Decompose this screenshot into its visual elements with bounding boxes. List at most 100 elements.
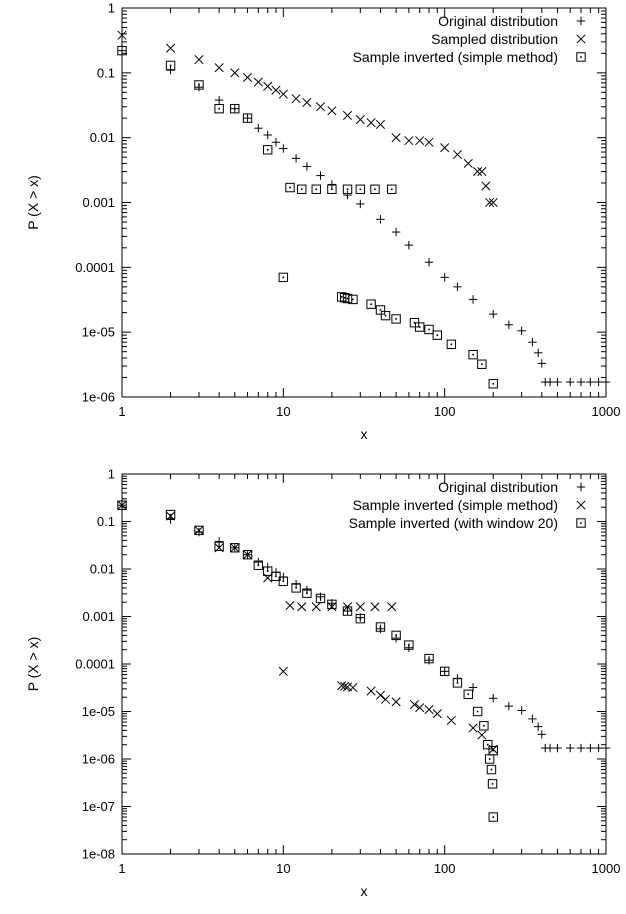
data-point — [489, 694, 498, 703]
data-point — [528, 714, 537, 724]
data-point — [534, 722, 543, 731]
data-point — [336, 292, 347, 302]
data-point — [477, 167, 487, 177]
data-point — [214, 63, 224, 73]
data-point — [537, 359, 546, 368]
data-point — [166, 65, 175, 75]
data-point — [375, 622, 386, 632]
y-tick-label: 0.001 — [82, 195, 115, 210]
data-point — [263, 130, 272, 140]
data-point — [409, 700, 420, 710]
data-point — [479, 721, 489, 731]
data-point — [253, 77, 263, 87]
x-axis-label: x — [361, 883, 368, 899]
data-point — [370, 184, 380, 194]
data-point — [242, 72, 253, 82]
data-point — [432, 709, 442, 719]
y-tick-label: 0.1 — [97, 514, 115, 529]
data-point — [291, 154, 301, 163]
series-1 — [117, 46, 611, 387]
chart-1: 1 10 100 1000 1e-06 1e-05 0.0001 0.001 0.01 0.1 1 x… — [25, 1, 620, 443]
data-point — [504, 320, 514, 329]
legend-marker — [576, 16, 586, 26]
legend-marker — [576, 52, 586, 62]
data-point — [356, 199, 365, 209]
data-point — [117, 45, 127, 56]
data-point — [424, 324, 434, 335]
data-point — [517, 326, 526, 335]
x-tick-label: 1000 — [592, 404, 621, 419]
x-tick-label: 1000 — [592, 861, 621, 876]
data-point — [391, 133, 401, 143]
x-tick-label: 100 — [434, 404, 456, 419]
data-point — [327, 180, 337, 189]
data-point — [468, 349, 478, 360]
data-point — [473, 167, 483, 177]
data-point — [327, 602, 337, 612]
data-point — [545, 377, 555, 387]
data-point — [348, 294, 358, 305]
data-point — [165, 60, 176, 71]
data-point — [484, 754, 495, 764]
data-point — [242, 550, 253, 560]
data-point — [391, 697, 401, 707]
x-tick-label: 1 — [118, 861, 125, 876]
data-point — [487, 779, 498, 789]
data-point — [297, 602, 307, 612]
data-point — [404, 640, 414, 650]
data-point — [468, 295, 478, 304]
data-point — [194, 525, 204, 536]
data-point — [340, 681, 350, 691]
series-2 — [117, 30, 498, 208]
data-point — [488, 197, 498, 208]
data-point — [342, 110, 353, 121]
data-point — [376, 215, 385, 224]
data-point — [117, 30, 127, 40]
y-tick-label: 0.0001 — [75, 260, 115, 275]
data-point — [376, 624, 385, 634]
data-point — [477, 730, 487, 740]
y-tick-label: 1 — [108, 1, 115, 16]
data-point — [375, 690, 386, 700]
data-point — [415, 703, 425, 713]
data-point — [432, 330, 442, 340]
legend-label: Sampled distribution — [431, 31, 558, 47]
data-point — [214, 103, 224, 114]
data-point — [254, 123, 263, 133]
data-point — [375, 305, 386, 315]
data-point — [355, 115, 365, 125]
data-point — [446, 715, 456, 725]
data-point — [278, 576, 289, 587]
data-point — [117, 500, 127, 510]
data-point — [453, 282, 462, 292]
data-point — [477, 359, 487, 369]
data-point — [380, 310, 391, 321]
data-point — [387, 184, 397, 194]
data-point — [271, 571, 281, 582]
data-point — [586, 377, 595, 387]
data-point — [488, 812, 498, 822]
data-point — [342, 293, 353, 304]
data-point — [486, 764, 497, 775]
data-point — [327, 184, 337, 194]
data-point — [586, 743, 595, 753]
legend: Original distribution Sampled distributio… — [353, 13, 586, 65]
series-3 — [117, 500, 498, 822]
y-tick-label: 0.1 — [97, 65, 115, 80]
data-point — [566, 743, 575, 753]
legend-marker — [576, 518, 586, 528]
data-point — [278, 89, 288, 99]
data-point — [391, 314, 401, 324]
legend: Original distribution Sample inverted (si… — [349, 479, 586, 531]
data-point — [291, 583, 301, 593]
data-point — [424, 653, 434, 664]
data-point — [214, 541, 224, 552]
data-point — [601, 743, 611, 753]
data-point — [327, 106, 337, 116]
series-3 — [117, 45, 498, 389]
y-tick-label: 1e-06 — [82, 752, 115, 767]
data-point — [279, 144, 288, 153]
data-point — [327, 599, 337, 610]
series-2 — [117, 500, 498, 754]
data-point — [424, 137, 434, 147]
